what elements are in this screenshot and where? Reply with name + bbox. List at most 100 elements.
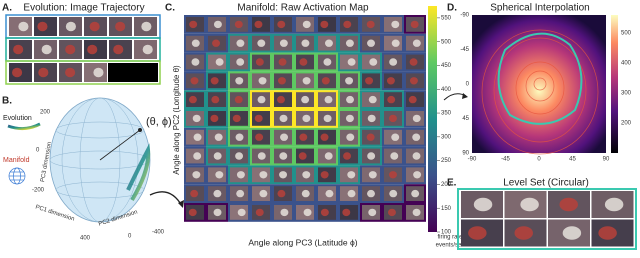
y-tick-label: 45 [462, 116, 469, 122]
arrow-head [462, 93, 468, 99]
thumbnail-detail [257, 39, 266, 47]
thumbnail-detail [192, 171, 201, 179]
thumbnail-detail [234, 20, 243, 29]
thumbnail-detail [604, 197, 624, 212]
thumbnail-detail [277, 189, 286, 198]
thumbnail-detail [65, 21, 76, 32]
thumbnail-detail [280, 208, 289, 217]
colorbar-tick-label: 500 [441, 39, 452, 45]
thumbnail-detail [343, 20, 352, 29]
panel-label: E. [447, 178, 457, 189]
image-grid [461, 191, 634, 247]
x-tick-label: 45 [569, 157, 576, 163]
thumbnail-detail [347, 189, 356, 198]
thumbnail-detail [278, 58, 287, 66]
sphere [49, 97, 184, 223]
thumbnail-detail [468, 226, 487, 240]
panel-title: Evolution: Image Trajectory [23, 3, 144, 14]
thumbnail-detail [320, 171, 329, 179]
colorbar-tick-label: 550 [441, 15, 452, 21]
thumbnail-detail [280, 133, 289, 141]
thumbnail-detail [347, 171, 356, 179]
colorbar-tick-label: 500 [621, 31, 632, 37]
thumbnail-detail [412, 133, 421, 141]
thumbnail-detail [141, 21, 152, 32]
y-tick-label: -90 [460, 13, 469, 19]
thumbnail-detail [411, 189, 420, 198]
blank [133, 63, 158, 82]
thumbnail-detail [13, 44, 24, 55]
thumbnail-detail [367, 152, 376, 160]
thumbnail-detail [368, 171, 377, 179]
row-frame [5, 60, 161, 85]
thumbnail-detail [389, 171, 397, 179]
thumbnail-detail [37, 21, 48, 32]
thumbnail-detail [212, 39, 221, 47]
thumbnail-detail [323, 114, 332, 123]
thumbnail-detail [366, 133, 375, 141]
thumbnail-detail [409, 58, 418, 66]
thumbnail-detail [237, 208, 246, 217]
thumbnail-detail [89, 21, 100, 32]
thumbnail-detail [190, 189, 199, 198]
thumbnail-detail [389, 189, 398, 198]
legend-text: Evolution [3, 115, 32, 122]
thumbnail-detail [258, 77, 267, 85]
thumbnail-detail [345, 77, 354, 85]
thumbnail-detail [412, 39, 421, 47]
panel-title: Spherical Interpolation [490, 3, 590, 14]
x-tick-label: 90 [603, 157, 610, 163]
thumbnail-detail [386, 77, 395, 85]
thumbnail-detail [367, 189, 375, 198]
thumbnail-detail [277, 95, 285, 104]
thumbnail-detail [234, 95, 243, 104]
thumbnail-detail [113, 44, 124, 55]
thumbnail-detail [210, 77, 219, 85]
colorbar-tick-label: 450 [441, 63, 452, 69]
thumbnail-detail [211, 95, 220, 104]
thumbnail-detail [325, 189, 334, 198]
thumbnail-detail [301, 189, 310, 198]
thumbnail-detail [189, 20, 198, 29]
thumbnail-detail [255, 58, 264, 66]
panel-label: C. [165, 3, 175, 14]
thumbnail-detail [598, 226, 617, 240]
thumbnail-detail [12, 67, 23, 78]
thumbnail-detail [279, 114, 288, 123]
thumbnail-detail [473, 197, 493, 212]
thumbnail-detail [299, 58, 308, 66]
thumbnail-detail [213, 189, 222, 198]
tick-label: 0 [36, 148, 40, 154]
thumbnail-detail [298, 152, 307, 160]
thumbnail-detail [277, 77, 286, 85]
thumbnail-detail [389, 114, 397, 123]
y-tick-label: 90 [462, 151, 469, 157]
colorbar-tick-label: 300 [441, 134, 452, 140]
thumbnail-detail [302, 114, 311, 123]
thumbnail-detail [321, 77, 330, 85]
thumbnail-detail [215, 58, 224, 66]
thumbnail-detail [389, 58, 398, 66]
thumbnail-detail [559, 197, 578, 212]
thumbnail-detail [213, 20, 222, 29]
tick-label: 0 [128, 234, 132, 240]
thumbnail-detail [390, 152, 399, 160]
x-tick-label: 0 [537, 157, 541, 163]
thumbnail-detail [409, 77, 418, 85]
thumbnail-detail [115, 21, 126, 32]
x-tick-label: -90 [468, 157, 477, 163]
thumbnail-detail [347, 58, 356, 66]
thumbnail-detail [520, 197, 539, 212]
colorbar-tick-label: 200 [621, 121, 632, 127]
thumbnail-detail [302, 77, 311, 85]
tick-label: -200 [32, 188, 45, 194]
colorbar-ticks: 100 150 200 250 300 350 400 450 500 550 [437, 15, 452, 236]
legend-icon [7, 122, 41, 131]
colorbar-tick-label: 350 [441, 111, 452, 117]
thumbnail-detail [65, 67, 76, 78]
panel-title: Level Set (Circular) [503, 178, 589, 189]
colorbar [428, 6, 437, 232]
colorbar-tick-label: 250 [441, 158, 452, 164]
thumbnail-detail [193, 152, 202, 160]
